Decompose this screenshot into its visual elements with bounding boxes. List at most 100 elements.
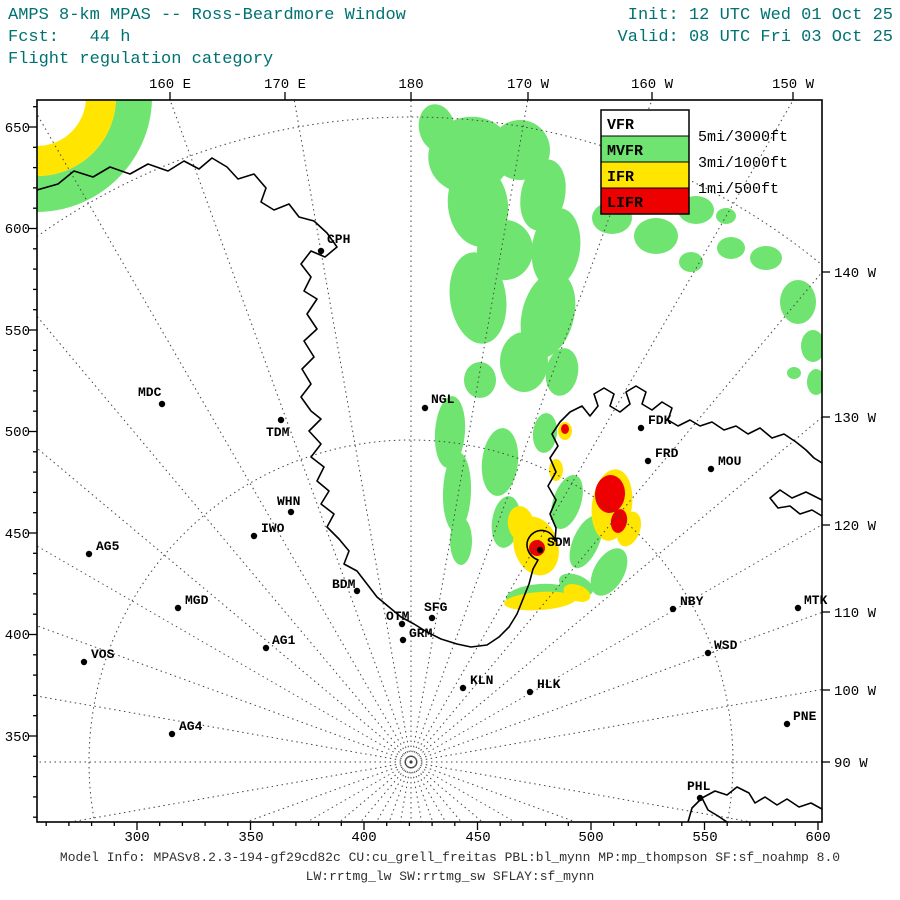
bottom-axis-label: 300 bbox=[124, 830, 149, 846]
region-mvfr bbox=[481, 428, 519, 496]
meridian-line bbox=[410, 100, 794, 763]
coastline-path bbox=[769, 489, 822, 517]
region-mvfr bbox=[634, 218, 678, 254]
station-dot-vos bbox=[80, 658, 88, 666]
station-label-otm: OTM bbox=[386, 609, 410, 624]
region-mvfr bbox=[551, 475, 583, 529]
station-dot-hlk bbox=[526, 688, 534, 696]
station-dot-mou bbox=[707, 465, 715, 473]
region-lifr bbox=[561, 424, 569, 434]
region-mvfr bbox=[449, 252, 507, 344]
station-dot-ngl bbox=[421, 404, 429, 412]
region-mvfr bbox=[807, 369, 822, 395]
station-label-bdm: BDM bbox=[332, 577, 356, 592]
station-label-sdm: SDM bbox=[547, 535, 571, 550]
legend-label-lifr: LIFR bbox=[607, 195, 643, 212]
init-time: Init: 12 UTC Wed 01 Oct 25 bbox=[628, 6, 893, 25]
top-axis-label: 170 E bbox=[264, 77, 306, 93]
station-dot-ag1 bbox=[262, 644, 270, 652]
top-axis-label: 150 W bbox=[772, 77, 815, 93]
station-dot-phl bbox=[696, 794, 704, 802]
region-lifr bbox=[594, 475, 626, 513]
station-label-frd: FRD bbox=[655, 446, 679, 461]
region-mvfr bbox=[464, 362, 496, 398]
left-axis-label: 550 bbox=[5, 324, 30, 340]
forecast-hour: Fcst: 44 h bbox=[8, 28, 130, 47]
region-mvfr bbox=[569, 515, 603, 569]
axis-labels: 650 600 550 500 450 400 350 300 350 400 450 500 550 6… bbox=[5, 77, 877, 846]
region-ifr bbox=[563, 584, 591, 602]
region-mvfr bbox=[434, 396, 466, 468]
meridian-line bbox=[169, 100, 412, 763]
station-dot-nby bbox=[669, 605, 677, 613]
bottom-axis-label: 350 bbox=[238, 830, 263, 846]
valid-time: Valid: 08 UTC Fri 03 Oct 25 bbox=[618, 28, 893, 47]
legend-label-mvfr: MVFR bbox=[607, 143, 643, 160]
station-label-mdc: MDC bbox=[138, 385, 162, 400]
top-axis-label: 170 W bbox=[507, 77, 550, 93]
station-label-grm: GRM bbox=[409, 626, 433, 641]
station-label-wsd: WSD bbox=[714, 638, 738, 653]
station-dot-mtk bbox=[794, 604, 802, 612]
station-label-iwo: IWO bbox=[261, 521, 285, 536]
station-dot-grm bbox=[399, 636, 407, 644]
region-ifr bbox=[507, 506, 535, 542]
region-mvfr bbox=[37, 100, 152, 212]
station-dot-fdk bbox=[637, 424, 645, 432]
left-axis-label: 500 bbox=[5, 425, 30, 441]
region-mvfr bbox=[545, 348, 579, 396]
top-axis-label: 160 E bbox=[149, 77, 191, 93]
page-title: AMPS 8-km MPAS -- Ross-Beardmore Window bbox=[8, 6, 407, 25]
product-name: Flight regulation category bbox=[8, 50, 273, 69]
station-dot-mgd bbox=[174, 604, 182, 612]
model-info-line2: LW:rrtmg_lw SW:rrtmg_sw SFLAY:sf_mynn bbox=[306, 869, 595, 884]
station-label-pne: PNE bbox=[793, 709, 817, 724]
left-axis-label: 600 bbox=[5, 222, 30, 238]
right-axis-label: 90 W bbox=[834, 756, 868, 772]
region-ifr bbox=[504, 591, 576, 611]
stations-layer: CPH MDC NGL TDM FDK FRD MOU WHN IWO AG5 SDM BDM MGD O… bbox=[80, 232, 828, 802]
station-label-nby: NBY bbox=[680, 594, 704, 609]
left-axis-label: 650 bbox=[5, 121, 30, 137]
bottom-axis-label: 500 bbox=[578, 830, 603, 846]
region-mvfr bbox=[717, 237, 745, 259]
station-label-sfg: SFG bbox=[424, 600, 448, 615]
region-ifr bbox=[37, 100, 116, 176]
region-mvfr bbox=[750, 246, 782, 270]
top-axis-label: 180 bbox=[398, 77, 423, 93]
right-axis-label: 110 W bbox=[834, 606, 877, 622]
latitude-circle bbox=[88, 439, 734, 822]
station-label-mgd: MGD bbox=[185, 593, 209, 608]
station-label-cph: CPH bbox=[327, 232, 350, 247]
station-dot-pne bbox=[783, 720, 791, 728]
coastline-path bbox=[701, 797, 728, 822]
station-dot-sfg bbox=[428, 614, 436, 622]
legend-swatch-mvfr bbox=[600, 135, 690, 163]
bottom-axis-label: 600 bbox=[805, 830, 830, 846]
left-axis-label: 450 bbox=[5, 527, 30, 543]
station-label-ag5: AG5 bbox=[96, 539, 120, 554]
region-mvfr bbox=[590, 548, 628, 596]
coastline-path bbox=[687, 786, 822, 822]
station-label-ngl: NGL bbox=[431, 392, 455, 407]
station-dot-iwo bbox=[250, 532, 258, 540]
region-mvfr bbox=[679, 252, 703, 272]
right-axis-label: 140 W bbox=[834, 266, 877, 282]
station-dot-sdm bbox=[536, 546, 544, 554]
legend-label-ifr: IFR bbox=[607, 169, 634, 186]
station-dot-whn bbox=[287, 508, 295, 516]
station-label-vos: VOS bbox=[91, 647, 115, 662]
station-dot-otm bbox=[398, 620, 406, 628]
legend-threshold: 5mi/3000ft bbox=[698, 129, 788, 146]
region-mvfr bbox=[531, 208, 581, 288]
station-label-whn: WHN bbox=[277, 494, 300, 509]
region-mvfr bbox=[787, 367, 801, 379]
station-label-ag4: AG4 bbox=[179, 719, 203, 734]
station-dot-mdc bbox=[158, 400, 166, 408]
top-axis-label: 160 W bbox=[631, 77, 674, 93]
axis-ticks bbox=[29, 92, 830, 830]
station-dot-bdm bbox=[353, 587, 361, 595]
coastline bbox=[37, 157, 822, 822]
region-mvfr bbox=[801, 330, 822, 362]
